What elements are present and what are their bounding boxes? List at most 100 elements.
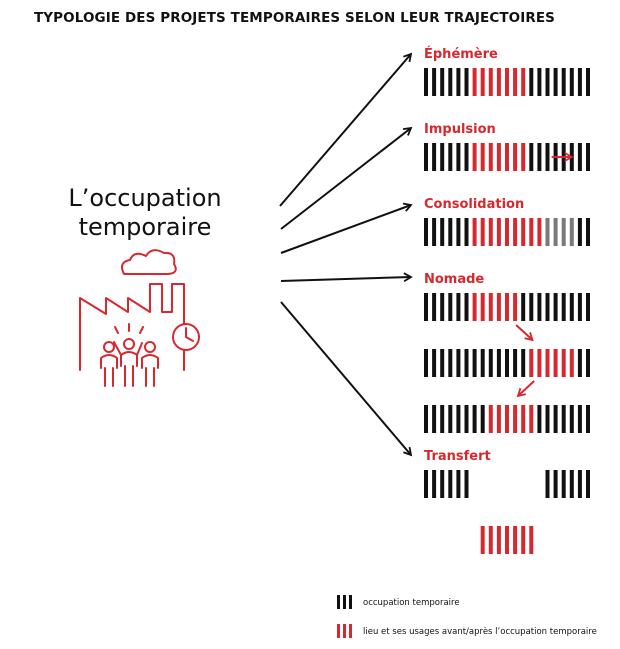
row-1-bar-5 bbox=[456, 470, 461, 498]
row-1-bar-14 bbox=[529, 218, 534, 246]
row-2-bar-6 bbox=[464, 349, 469, 377]
row-1-bar-18 bbox=[561, 293, 566, 321]
row-3-bar-19 bbox=[569, 405, 574, 433]
row-1-bar-11 bbox=[505, 143, 509, 171]
row-1-bar-5 bbox=[456, 68, 461, 96]
row-1-bar-20 bbox=[577, 218, 582, 246]
row-2-bar-17 bbox=[553, 349, 558, 377]
row-1-bar-2 bbox=[432, 68, 437, 96]
categories-layer: Éphémère Impulsion Consolidation Nomade Tran… bbox=[424, 46, 590, 554]
row-2-bar-1 bbox=[480, 526, 485, 554]
legend-swatch-bar bbox=[343, 595, 346, 609]
row-2-bar-13 bbox=[521, 349, 526, 377]
row-1-bar-4 bbox=[448, 218, 453, 246]
arrow-to-impulsion bbox=[280, 126, 413, 230]
row-2-bar-7 bbox=[529, 526, 534, 554]
row-1-b-bar-5 bbox=[577, 470, 582, 498]
row-2-bar-3 bbox=[440, 349, 445, 377]
row-3-bar-12 bbox=[513, 405, 518, 433]
row-1-bar-9 bbox=[488, 293, 493, 321]
row-3-bar-17 bbox=[553, 405, 558, 433]
row-1-bar-21 bbox=[586, 143, 590, 171]
row-3-bar-7 bbox=[472, 405, 477, 433]
row-1-bar-12 bbox=[513, 143, 518, 171]
legend-label: occupation temporaire bbox=[363, 598, 460, 608]
row-2-bar-18 bbox=[561, 349, 566, 377]
row-1-bar-15 bbox=[537, 143, 542, 171]
row-1-bar-5 bbox=[456, 218, 461, 246]
row-3-bar-2 bbox=[432, 405, 437, 433]
row-3-bar-8 bbox=[480, 405, 485, 433]
row-1-bar-20 bbox=[577, 293, 582, 321]
row-1-bar-1 bbox=[424, 470, 428, 498]
row-1-bar-15 bbox=[537, 218, 542, 246]
row-1-bar-10 bbox=[496, 293, 501, 321]
row-1-bar-3 bbox=[440, 218, 445, 246]
row-1-bar-10 bbox=[496, 68, 501, 96]
row-1-bar-15 bbox=[537, 293, 542, 321]
category-3: Consolidation bbox=[424, 197, 590, 246]
legend-swatch-bar bbox=[349, 624, 352, 638]
branch-arrows bbox=[279, 52, 413, 457]
row-1-bar-7 bbox=[472, 293, 477, 321]
row-2-bar-12 bbox=[513, 349, 518, 377]
row-1-b-bar-2 bbox=[553, 470, 558, 498]
legend-swatch-bar bbox=[343, 624, 346, 638]
row-1-bar-14 bbox=[529, 68, 534, 96]
category-label: Nomade bbox=[424, 272, 484, 287]
row-1-bar-16 bbox=[545, 143, 550, 171]
row-1-bar-4 bbox=[448, 293, 453, 321]
row-2-bar-10 bbox=[496, 349, 501, 377]
arrow-to-transfert bbox=[280, 301, 413, 457]
row-1-bar-7 bbox=[472, 143, 477, 171]
row-1-bar-5 bbox=[456, 143, 461, 171]
row-3-bar-1 bbox=[424, 405, 428, 433]
row-1-bar-3 bbox=[440, 470, 445, 498]
row-1-bar-13 bbox=[521, 143, 526, 171]
row-1-bar-17 bbox=[553, 293, 558, 321]
row-2-bar-5 bbox=[513, 526, 518, 554]
row-1-bar-7 bbox=[472, 218, 477, 246]
move-down-right-arrow bbox=[515, 324, 534, 342]
row-1-bar-9 bbox=[488, 218, 493, 246]
row-1-bar-9 bbox=[488, 68, 493, 96]
row-1-bar-10 bbox=[496, 143, 501, 171]
row-3-bar-10 bbox=[496, 405, 501, 433]
row-1-b-bar-6 bbox=[586, 470, 590, 498]
category-label: Éphémère bbox=[424, 46, 498, 62]
row-1-bar-1 bbox=[424, 218, 428, 246]
row-1-bar-17 bbox=[553, 68, 558, 96]
row-3-bar-15 bbox=[537, 405, 542, 433]
row-1-bar-6 bbox=[464, 143, 469, 171]
row-1-bar-11 bbox=[505, 218, 509, 246]
center-label-line-2: temporaire bbox=[78, 213, 212, 241]
row-1-bar-13 bbox=[521, 293, 526, 321]
row-2-bar-20 bbox=[577, 349, 582, 377]
row-1-bar-4 bbox=[448, 143, 453, 171]
row-1-bar-9 bbox=[488, 143, 493, 171]
row-1-bar-14 bbox=[529, 143, 534, 171]
row-2-bar-16 bbox=[545, 349, 550, 377]
row-1-bar-6 bbox=[464, 470, 469, 498]
legend-item-1: occupation temporaire bbox=[337, 595, 460, 609]
row-1-bar-17 bbox=[553, 218, 558, 246]
row-1-bar-21 bbox=[586, 218, 590, 246]
category-5: Transfert bbox=[424, 449, 590, 554]
row-1-bar-8 bbox=[480, 218, 485, 246]
row-1-bar-6 bbox=[464, 293, 469, 321]
row-1-bar-10 bbox=[496, 218, 501, 246]
row-2-bar-14 bbox=[529, 349, 534, 377]
row-3-bar-13 bbox=[521, 405, 526, 433]
legend-swatch-bar bbox=[337, 624, 340, 638]
row-2-bar-3 bbox=[496, 526, 501, 554]
category-label: Transfert bbox=[424, 449, 491, 464]
row-3-bar-21 bbox=[586, 405, 590, 433]
row-1-bar-2 bbox=[432, 470, 437, 498]
move-down-left-arrow bbox=[516, 380, 535, 398]
row-1-bar-2 bbox=[432, 143, 437, 171]
legend-item-2: lieu et ses usages avant/après l’occupat… bbox=[337, 624, 597, 638]
row-1-bar-8 bbox=[480, 293, 485, 321]
arrow-to-consolidation bbox=[280, 202, 413, 254]
row-1-bar-3 bbox=[440, 293, 445, 321]
